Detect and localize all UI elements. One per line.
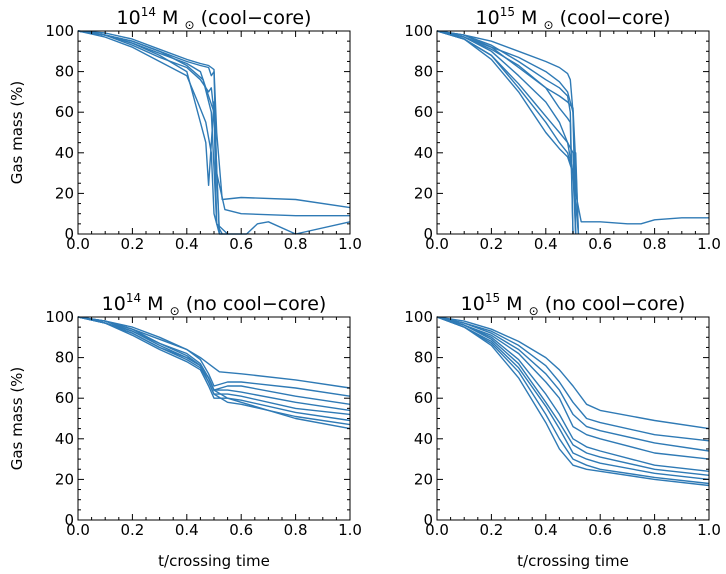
x-tick-label: 0.4 — [534, 521, 558, 539]
y-tick-label: 0 — [423, 225, 433, 243]
y-tick-label: 60 — [55, 389, 74, 407]
series-line-8 — [77, 316, 351, 430]
x-tick-label: 0.6 — [229, 521, 253, 539]
series-line-4 — [436, 30, 580, 235]
chart-panel-1: 0.0 0.2 0.4 0.6 0.8 1.0 0 20 40 60 80 100 1014 M ⊙ (… — [8, 5, 362, 253]
series-line-4 — [77, 316, 351, 412]
x-tick-label: 0.2 — [120, 235, 144, 253]
chart-panel-3: 0.0 0.2 0.4 0.6 0.8 1.0 0 20 40 60 80 100 1014 M ⊙ (… — [8, 291, 362, 570]
x-tick-label: 0.6 — [229, 235, 253, 253]
chart-title: 1014 M ⊙ (no cool−core) — [102, 291, 327, 318]
x-tick-label: 0.0 — [66, 235, 90, 253]
y-tick-label: 40 — [414, 430, 433, 448]
series-line-3 — [77, 30, 351, 235]
x-tick-label: 0.6 — [588, 235, 612, 253]
x-tick-label: 0.8 — [284, 521, 308, 539]
y-tick-label: 100 — [45, 22, 74, 40]
y-tick-label: 40 — [414, 144, 433, 162]
x-tick-label: 0.4 — [175, 235, 199, 253]
y-tick-label: 60 — [414, 389, 433, 407]
x-axis-label: t/crossing time — [517, 552, 629, 570]
series-line-9 — [436, 316, 710, 487]
x-tick-label: 0.2 — [120, 521, 144, 539]
series-line-4 — [436, 316, 710, 460]
x-tick-label: 0.4 — [534, 235, 558, 253]
series-line-3 — [436, 30, 580, 235]
x-tick-label: 1.0 — [338, 521, 362, 539]
x-tick-label: 0.0 — [66, 521, 90, 539]
chart-title: 1014 M ⊙ (cool−core) — [117, 5, 312, 32]
y-tick-label: 0 — [64, 511, 74, 529]
chart-panel-2: 0.0 0.2 0.4 0.6 0.8 1.0 0 20 40 60 80 100 1015 M ⊙ (… — [404, 5, 721, 253]
series-line-6 — [436, 316, 710, 476]
x-tick-label: 0.8 — [284, 235, 308, 253]
y-tick-label: 80 — [55, 349, 74, 367]
y-tick-label: 0 — [64, 225, 74, 243]
series-line-2 — [436, 30, 580, 235]
chart-panel-4: 0.0 0.2 0.4 0.6 0.8 1.0 0 20 40 60 80 100 1015 M ⊙ (… — [404, 291, 721, 570]
series-line-4 — [77, 30, 223, 235]
series-line-6 — [436, 30, 577, 235]
chart-title: 1015 M ⊙ (cool−core) — [476, 5, 671, 32]
y-tick-label: 80 — [55, 63, 74, 81]
x-tick-label: 0.4 — [175, 521, 199, 539]
y-tick-label: 100 — [404, 22, 433, 40]
series-line-3 — [436, 316, 710, 452]
series-line-9 — [436, 30, 577, 235]
y-tick-label: 40 — [55, 144, 74, 162]
series-line-1 — [77, 30, 351, 209]
y-tick-label: 20 — [414, 470, 433, 488]
series-line-8 — [436, 316, 710, 485]
x-tick-label: 0.0 — [425, 521, 449, 539]
x-tick-label: 1.0 — [697, 521, 721, 539]
series-line-7 — [77, 316, 351, 426]
x-tick-label: 0.2 — [479, 235, 503, 253]
y-axis-label: Gas mass (%) — [8, 81, 26, 185]
y-tick-label: 80 — [414, 63, 433, 81]
series-line-5 — [77, 30, 221, 235]
y-axis-label: Gas mass (%) — [8, 367, 26, 471]
series-line-1 — [436, 316, 710, 430]
y-tick-label: 20 — [55, 470, 74, 488]
y-tick-label: 40 — [55, 430, 74, 448]
plot-frame — [436, 316, 710, 521]
y-tick-label: 100 — [404, 308, 433, 326]
series-line-5 — [436, 316, 710, 472]
series-line-6 — [77, 316, 351, 422]
y-tick-label: 100 — [45, 308, 74, 326]
series-line-6 — [77, 30, 229, 235]
series-line-2 — [436, 316, 710, 442]
x-tick-label: 0.8 — [643, 521, 667, 539]
y-tick-label: 20 — [414, 184, 433, 202]
y-tick-label: 80 — [414, 349, 433, 367]
x-tick-label: 0.8 — [643, 235, 667, 253]
series-line-7 — [77, 30, 221, 235]
x-tick-label: 0.6 — [588, 521, 612, 539]
y-tick-label: 60 — [55, 103, 74, 121]
y-tick-label: 0 — [423, 511, 433, 529]
x-tick-label: 1.0 — [697, 235, 721, 253]
series-line-5 — [77, 316, 351, 416]
series-line-7 — [436, 30, 574, 235]
x-tick-label: 0.0 — [425, 235, 449, 253]
series-line-8 — [436, 30, 574, 235]
series-line-3 — [77, 316, 351, 405]
x-tick-label: 1.0 — [338, 235, 362, 253]
y-tick-label: 20 — [55, 184, 74, 202]
series-line-7 — [436, 316, 710, 481]
x-axis-label: t/crossing time — [158, 552, 270, 570]
y-tick-label: 60 — [414, 103, 433, 121]
chart-title: 1015 M ⊙ (no cool−core) — [461, 291, 686, 318]
series-line-5 — [436, 30, 577, 235]
series-line-2 — [77, 316, 351, 397]
x-tick-label: 0.2 — [479, 521, 503, 539]
